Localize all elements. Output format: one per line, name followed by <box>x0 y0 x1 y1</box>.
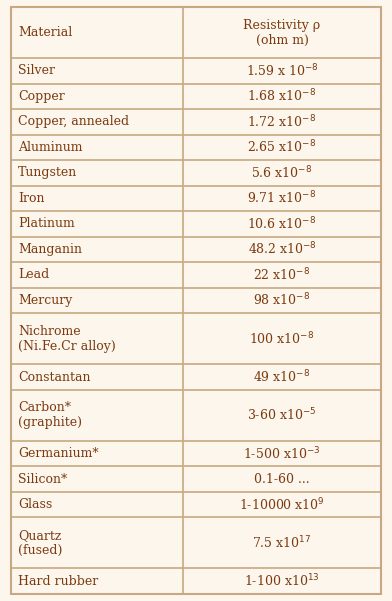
Text: Nichrome
(Ni.Fe.Cr alloy): Nichrome (Ni.Fe.Cr alloy) <box>18 325 116 353</box>
Text: Hard rubber: Hard rubber <box>18 575 98 588</box>
Text: Glass: Glass <box>18 498 52 511</box>
Text: 1.59 x 10$^{-8}$: 1.59 x 10$^{-8}$ <box>246 63 318 79</box>
Text: 5.6 x10$^{-8}$: 5.6 x10$^{-8}$ <box>251 165 313 182</box>
Text: Copper: Copper <box>18 90 65 103</box>
Text: Quartz
(fused): Quartz (fused) <box>18 529 62 557</box>
Text: 98 x10$^{-8}$: 98 x10$^{-8}$ <box>253 292 311 309</box>
Text: Mercury: Mercury <box>18 294 73 307</box>
Text: Carbon*
(graphite): Carbon* (graphite) <box>18 401 82 429</box>
Text: Material: Material <box>18 26 72 39</box>
Text: 100 x10$^{-8}$: 100 x10$^{-8}$ <box>249 331 315 347</box>
Text: Copper, annealed: Copper, annealed <box>18 115 129 129</box>
Text: Tungsten: Tungsten <box>18 166 77 180</box>
Text: 1-100 x10$^{13}$: 1-100 x10$^{13}$ <box>244 573 320 590</box>
Text: Platinum: Platinum <box>18 218 75 231</box>
Text: Aluminum: Aluminum <box>18 141 83 154</box>
Text: 1-10000 x10$^{9}$: 1-10000 x10$^{9}$ <box>239 496 325 513</box>
Text: 3-60 x10$^{-5}$: 3-60 x10$^{-5}$ <box>247 407 317 424</box>
Text: 9.71 x10$^{-8}$: 9.71 x10$^{-8}$ <box>247 190 317 207</box>
Text: 1.72 x10$^{-8}$: 1.72 x10$^{-8}$ <box>247 114 317 130</box>
Text: Silicon*: Silicon* <box>18 472 67 486</box>
Text: 1-500 x10$^{-3}$: 1-500 x10$^{-3}$ <box>243 445 321 462</box>
Text: Lead: Lead <box>18 269 49 281</box>
Text: Resistivity ρ
(ohm m): Resistivity ρ (ohm m) <box>243 19 321 47</box>
Text: 1.68 x10$^{-8}$: 1.68 x10$^{-8}$ <box>247 88 317 105</box>
Text: 7.5 x10$^{17}$: 7.5 x10$^{17}$ <box>252 534 312 551</box>
Text: 0.1-60 ...: 0.1-60 ... <box>254 472 310 486</box>
Text: Constantan: Constantan <box>18 370 91 383</box>
Text: Germanium*: Germanium* <box>18 447 99 460</box>
Text: 10.6 x10$^{-8}$: 10.6 x10$^{-8}$ <box>247 216 317 233</box>
Text: Manganin: Manganin <box>18 243 82 256</box>
Text: Iron: Iron <box>18 192 45 205</box>
Text: 48.2 x10$^{-8}$: 48.2 x10$^{-8}$ <box>248 241 316 258</box>
Text: 2.65 x10$^{-8}$: 2.65 x10$^{-8}$ <box>247 139 317 156</box>
Text: 22 x10$^{-8}$: 22 x10$^{-8}$ <box>253 267 311 283</box>
Text: 49 x10$^{-8}$: 49 x10$^{-8}$ <box>253 368 311 385</box>
Text: Silver: Silver <box>18 64 55 78</box>
